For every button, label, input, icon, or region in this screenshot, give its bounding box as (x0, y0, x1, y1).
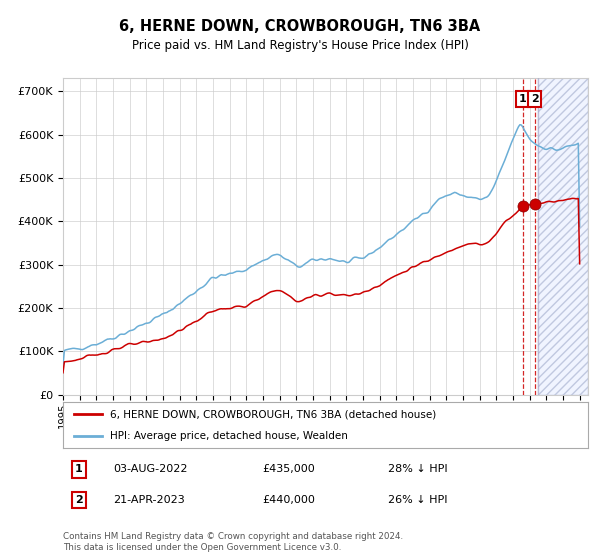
Text: 2: 2 (75, 495, 83, 505)
Text: £435,000: £435,000 (263, 464, 315, 474)
Text: £440,000: £440,000 (263, 495, 316, 505)
Text: 6, HERNE DOWN, CROWBOROUGH, TN6 3BA: 6, HERNE DOWN, CROWBOROUGH, TN6 3BA (119, 20, 481, 34)
Text: 03-AUG-2022: 03-AUG-2022 (113, 464, 187, 474)
Text: Price paid vs. HM Land Registry's House Price Index (HPI): Price paid vs. HM Land Registry's House … (131, 39, 469, 53)
Text: 2: 2 (531, 94, 539, 104)
Text: HPI: Average price, detached house, Wealden: HPI: Average price, detached house, Weal… (110, 431, 348, 441)
Text: 1: 1 (75, 464, 83, 474)
Text: 26% ↓ HPI: 26% ↓ HPI (389, 495, 448, 505)
Text: 6, HERNE DOWN, CROWBOROUGH, TN6 3BA (detached house): 6, HERNE DOWN, CROWBOROUGH, TN6 3BA (det… (110, 409, 437, 419)
Text: 1: 1 (519, 94, 527, 104)
Bar (538, 78, 588, 395)
Text: Contains HM Land Registry data © Crown copyright and database right 2024.
This d: Contains HM Land Registry data © Crown c… (63, 531, 403, 553)
Text: 28% ↓ HPI: 28% ↓ HPI (389, 464, 448, 474)
Text: 21-APR-2023: 21-APR-2023 (113, 495, 185, 505)
